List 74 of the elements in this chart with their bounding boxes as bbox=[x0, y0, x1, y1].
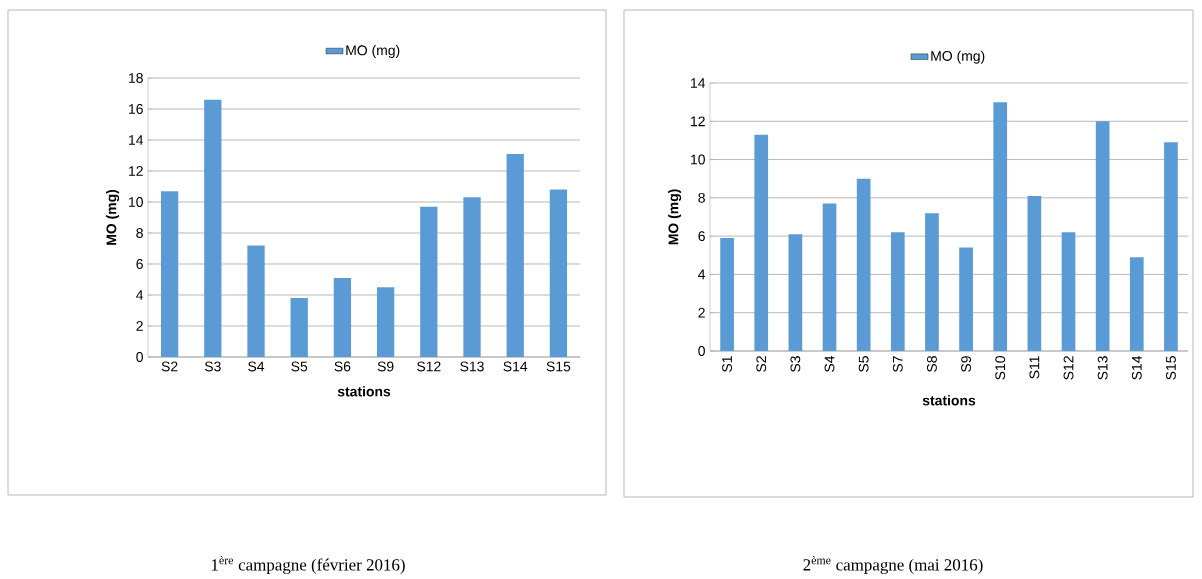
x-tick-label: S14 bbox=[1131, 355, 1142, 380]
x-tick-label: S4 bbox=[824, 355, 835, 372]
bar bbox=[549, 189, 568, 357]
y-tick-label: 16 bbox=[129, 104, 143, 114]
x-tick-label: S6 bbox=[334, 361, 351, 372]
x-tick-label: S2 bbox=[756, 356, 767, 372]
x-tick-label: S5 bbox=[858, 356, 869, 372]
x-axis-title: stations bbox=[922, 395, 976, 406]
y-tick-label: 4 bbox=[136, 290, 144, 300]
x-tick-label: S15 bbox=[1165, 356, 1176, 380]
y-tick-label: 18 bbox=[129, 73, 143, 83]
legend-label: MO (mg) bbox=[931, 50, 985, 64]
y-tick-label: 8 bbox=[698, 192, 705, 203]
x-tick-label: S3 bbox=[790, 356, 801, 372]
y-tick-label: 14 bbox=[691, 78, 706, 88]
bar bbox=[1027, 195, 1042, 351]
text: 2$^{ème}$ campagne (mai 2016) bbox=[803, 555, 983, 575]
bar bbox=[506, 153, 524, 357]
x-tick-label: S7 bbox=[892, 356, 903, 372]
y-tick-label: 2 bbox=[698, 307, 705, 318]
bar bbox=[160, 191, 179, 357]
bar bbox=[925, 213, 939, 351]
x-tick-label: S3 bbox=[204, 361, 221, 372]
bar bbox=[420, 206, 438, 357]
x-tick-label: S13 bbox=[460, 361, 484, 372]
x-tick-label: S14 bbox=[503, 361, 528, 372]
y-tick-label: 6 bbox=[136, 259, 143, 269]
bar bbox=[754, 134, 769, 351]
y-tick-label: 4 bbox=[698, 269, 706, 280]
bar bbox=[959, 247, 973, 351]
x-tick-label: S9 bbox=[377, 361, 394, 372]
text: 1$^{ère}$ campagne (février 2016) bbox=[211, 555, 405, 575]
y-tick-label: 10 bbox=[691, 154, 705, 165]
bar bbox=[1129, 257, 1144, 351]
bar bbox=[463, 197, 481, 357]
y-tick-label: 12 bbox=[129, 166, 143, 176]
bar bbox=[1164, 142, 1178, 351]
y-tick-label: 8 bbox=[136, 228, 143, 238]
x-tick-label: S9 bbox=[961, 356, 972, 372]
y-tick-label: 0 bbox=[136, 352, 143, 362]
bar bbox=[376, 287, 395, 357]
bar bbox=[290, 298, 308, 357]
x-tick-label: S1 bbox=[722, 356, 733, 372]
x-tick-label: S2 bbox=[161, 361, 178, 372]
bar bbox=[993, 102, 1008, 351]
bar bbox=[788, 234, 803, 351]
y-tick-label: 0 bbox=[698, 346, 705, 356]
y-tick-label: 6 bbox=[698, 231, 705, 242]
x-tick-label: S12 bbox=[417, 361, 441, 372]
y-tick-label: 10 bbox=[129, 197, 143, 207]
y-axis-title: MO (mg) bbox=[106, 189, 120, 245]
x-tick-label: S11 bbox=[1029, 356, 1040, 379]
legend-label: MO (mg) bbox=[346, 45, 400, 59]
x-tick-label: S15 bbox=[546, 361, 571, 372]
bar bbox=[333, 277, 352, 357]
bar bbox=[1095, 121, 1110, 351]
x-tick-label: S4 bbox=[248, 361, 265, 372]
y-tick-label: 2 bbox=[136, 321, 143, 331]
x-axis-title: stations bbox=[337, 386, 391, 397]
bar bbox=[1061, 232, 1076, 351]
y-tick-label: 14 bbox=[129, 135, 144, 145]
x-tick-label: S13 bbox=[1097, 356, 1108, 380]
bar bbox=[247, 245, 265, 357]
bar bbox=[822, 203, 837, 351]
x-tick-label: S10 bbox=[995, 356, 1006, 380]
x-tick-label: S12 bbox=[1063, 356, 1074, 380]
bar bbox=[720, 238, 734, 351]
bar bbox=[204, 99, 222, 357]
x-tick-label: S5 bbox=[291, 361, 308, 372]
bar bbox=[890, 232, 905, 351]
bar bbox=[856, 178, 871, 351]
x-tick-label: S8 bbox=[926, 356, 937, 372]
y-axis-title: MO (mg) bbox=[668, 189, 682, 245]
y-tick-label: 12 bbox=[691, 116, 705, 127]
